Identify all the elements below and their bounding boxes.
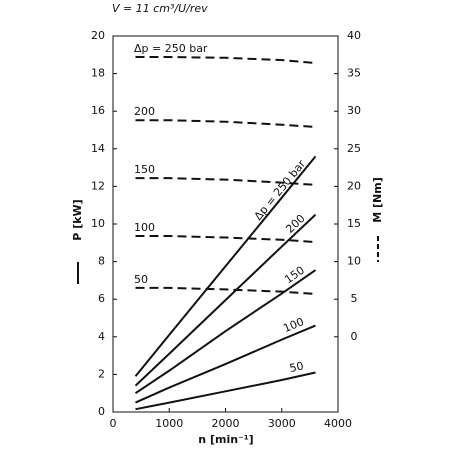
- torque-line: [135, 56, 316, 65]
- power-line: [134, 213, 317, 387]
- y-tick-label: 10: [91, 217, 105, 230]
- y2-tick-label: 20: [347, 179, 361, 192]
- series-label: 50: [134, 273, 148, 286]
- y2-tick-label: 5: [351, 292, 358, 305]
- torque-line: [135, 119, 316, 128]
- x-tick-label: 0: [110, 417, 117, 430]
- y-axis-label: P [kW]: [71, 199, 84, 240]
- x-tick-label: 3000: [268, 417, 296, 430]
- series-label: Δp = 250 bar: [252, 157, 309, 223]
- y-tick-label: 2: [98, 367, 105, 380]
- y2-tick-label: 40: [347, 29, 361, 42]
- series-label: 100: [134, 221, 155, 234]
- y-tick-label: 16: [91, 104, 105, 117]
- series-label: 150: [134, 163, 155, 176]
- x-tick-label: 4000: [324, 417, 352, 430]
- torque-line: [135, 286, 316, 295]
- y-tick-label: 4: [98, 330, 105, 343]
- y-tick-label: 8: [98, 255, 105, 268]
- y2-tick-label: 30: [347, 104, 361, 117]
- y-tick-label: 18: [91, 67, 105, 80]
- y2-tick-label: 0: [351, 330, 358, 343]
- series-label: 200: [283, 212, 307, 236]
- torque-line: [135, 177, 316, 186]
- x-axis-label: n [min⁻¹]: [198, 433, 253, 446]
- y-tick-label: 6: [98, 292, 105, 305]
- x-tick-label: 2000: [212, 417, 240, 430]
- power-line: [135, 371, 316, 411]
- y2-tick-label: 35: [347, 67, 361, 80]
- power-line: [134, 269, 317, 395]
- x-tick-label: 1000: [155, 417, 183, 430]
- y-tick-label: 0: [98, 405, 105, 418]
- y2-tick-label: 10: [347, 255, 361, 268]
- y-tick-label: 20: [91, 29, 105, 42]
- series-label: 200: [134, 105, 155, 118]
- y2-axis-label: M [Nm]: [371, 177, 384, 223]
- series-label: 50: [288, 359, 304, 375]
- y-tick-label: 14: [91, 142, 105, 155]
- torque-line: [135, 235, 316, 244]
- y-tick-label: 12: [91, 179, 105, 192]
- y2-tick-label: 15: [347, 217, 361, 230]
- series-label: Δp = 250 bar: [134, 42, 208, 55]
- chart-title: V = 11 cm³/U/rev: [112, 2, 208, 15]
- series-label: 150: [282, 264, 307, 287]
- y2-tick-label: 25: [347, 142, 361, 155]
- power-line: [135, 324, 316, 404]
